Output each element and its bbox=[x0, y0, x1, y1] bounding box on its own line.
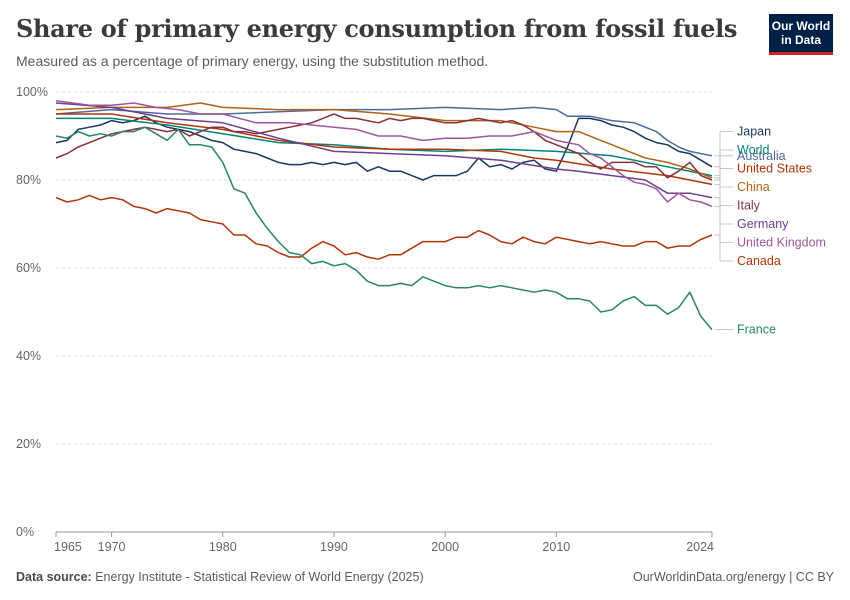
y-tick-label: 100% bbox=[16, 85, 48, 99]
legend-connector bbox=[714, 197, 733, 225]
legend-layer: Australia Japan World United States China Ita… bbox=[714, 125, 826, 337]
legend-label-japan[interactable]: Japan bbox=[737, 125, 771, 139]
legend-label-china[interactable]: China bbox=[737, 180, 770, 194]
y-tick-label: 80% bbox=[16, 173, 41, 187]
series-line-germany[interactable] bbox=[55, 102, 713, 199]
x-tick-label: 1970 bbox=[98, 540, 126, 554]
y-tick-label: 20% bbox=[16, 437, 41, 451]
y-tick-label: 40% bbox=[16, 349, 41, 363]
chart-title: Share of primary energy consumption from… bbox=[16, 14, 738, 43]
legend-connector bbox=[714, 131, 733, 168]
x-tick-label: 2000 bbox=[431, 540, 459, 554]
data-source: Data source: Energy Institute - Statisti… bbox=[16, 570, 424, 584]
series-line-australia[interactable] bbox=[55, 106, 713, 157]
series-line-united-kingdom[interactable] bbox=[55, 100, 713, 208]
x-tick-label: 1990 bbox=[320, 540, 348, 554]
series-line-japan[interactable] bbox=[55, 115, 713, 181]
legend-connector bbox=[714, 206, 733, 243]
x-tick-label: 2010 bbox=[542, 540, 570, 554]
legend-label-canada[interactable]: Canada bbox=[737, 254, 781, 268]
legend-connector bbox=[714, 179, 733, 206]
legend-connector bbox=[714, 234, 733, 262]
line-chart: 0% 20% 40% 60% 80% 100% 1965 1970 1980 1990 2000 20… bbox=[16, 85, 826, 554]
logo-line-1: Our World bbox=[771, 19, 831, 33]
logo-line-2: in Data bbox=[780, 33, 821, 47]
grid-layer: 0% 20% 40% 60% 80% 100% 1965 1970 1980 1990 2000 20… bbox=[16, 85, 714, 554]
chart-subtitle: Measured as a percentage of primary ener… bbox=[16, 53, 489, 69]
source-text[interactable]: Energy Institute - Statistical Review of… bbox=[95, 570, 424, 584]
x-tick-label: 1965 bbox=[54, 540, 82, 554]
series-line-china[interactable] bbox=[55, 102, 713, 179]
series-line-world[interactable] bbox=[56, 117, 713, 177]
y-tick-label: 0% bbox=[16, 525, 34, 539]
source-label: Data source: bbox=[16, 570, 92, 584]
legend-connector bbox=[714, 149, 733, 176]
legend-label-germany[interactable]: Germany bbox=[737, 217, 789, 231]
series-line-canada[interactable] bbox=[55, 194, 713, 260]
legend-label-united-states[interactable]: United States bbox=[737, 162, 812, 176]
y-tick-label: 60% bbox=[16, 261, 41, 275]
legend-label-australia[interactable]: Australia bbox=[737, 149, 786, 163]
legend-label-italy[interactable]: Italy bbox=[737, 199, 761, 213]
series-line-france[interactable] bbox=[55, 126, 713, 331]
legend-connector bbox=[714, 177, 733, 188]
legend-label-world[interactable]: World bbox=[737, 143, 769, 157]
owid-logo[interactable]: Our World in Data bbox=[769, 14, 833, 55]
legend-label-united-kingdom[interactable]: United Kingdom bbox=[737, 236, 826, 250]
legend-label-france[interactable]: France bbox=[737, 323, 776, 337]
series-line-united-states[interactable] bbox=[56, 113, 713, 186]
credit-link[interactable]: OurWorldinData.org/energy | CC BY bbox=[632, 570, 834, 584]
x-tick-label: 2024 bbox=[686, 540, 714, 554]
legend-connector bbox=[714, 168, 733, 185]
x-tick-label: 1980 bbox=[209, 540, 237, 554]
series-line-italy[interactable] bbox=[55, 113, 713, 181]
series-layer bbox=[55, 100, 713, 331]
